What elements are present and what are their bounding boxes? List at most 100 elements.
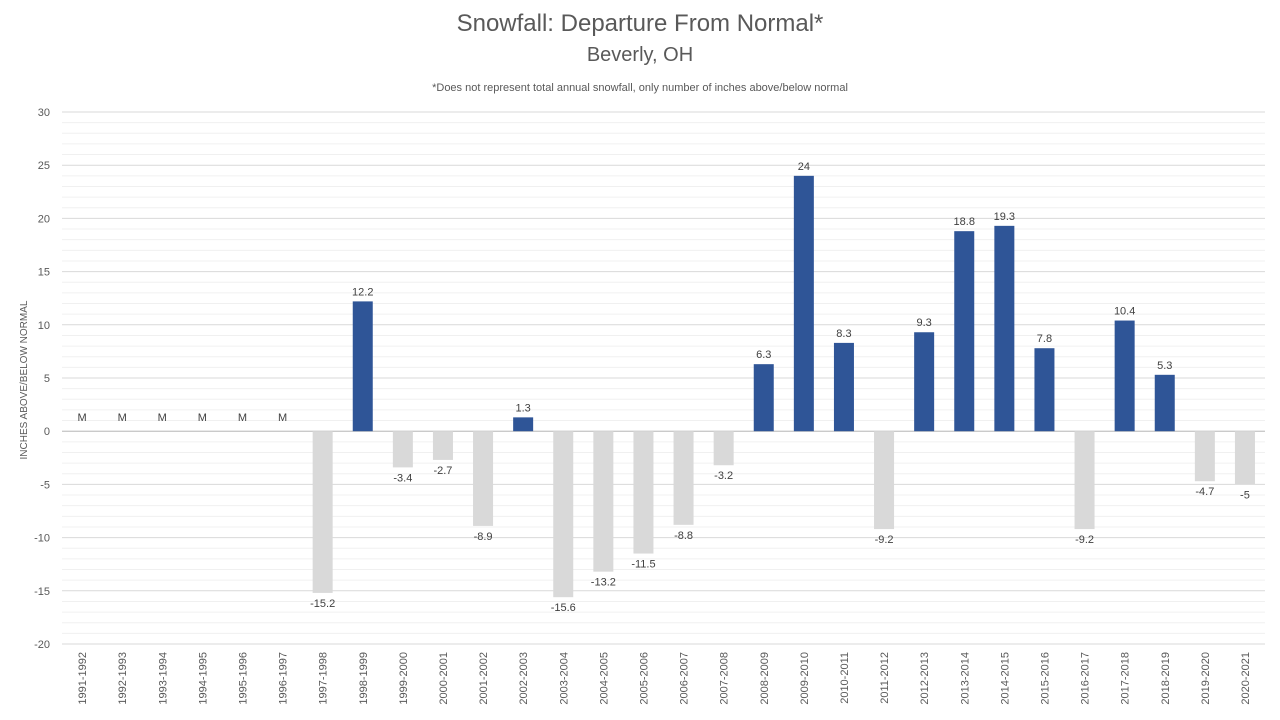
x-tick-label: 1995-1996 (237, 652, 249, 705)
data-label: -2.7 (433, 465, 452, 477)
y-axis-ticks: 30 25 20 15 10 5 0 -5 -10 -15 -20 (34, 107, 50, 651)
data-label: -3.4 (393, 472, 412, 484)
bar (1154, 374, 1175, 432)
bar (392, 431, 413, 468)
x-tick-label: 1998-1999 (358, 652, 370, 705)
data-label: -5 (1240, 489, 1250, 501)
bar (473, 431, 494, 526)
x-tick-label: 2005-2006 (638, 652, 650, 705)
data-label: 9.3 (917, 317, 932, 329)
x-tick-label: 1992-1993 (117, 652, 129, 705)
data-label: 12.2 (352, 286, 373, 298)
x-tick-label: 1999-2000 (398, 652, 410, 705)
y-tick-label: 15 (38, 267, 50, 279)
bar (513, 417, 534, 432)
bar (673, 431, 694, 525)
data-label: 6.3 (756, 349, 771, 361)
x-tick-label: 2001-2002 (478, 652, 490, 705)
data-label: 1.3 (516, 402, 531, 414)
data-label: -3.2 (714, 470, 733, 482)
data-label: -9.2 (875, 534, 894, 546)
bar (954, 231, 975, 432)
data-label: 7.8 (1037, 333, 1052, 345)
x-tick-label: 2003-2004 (558, 652, 570, 705)
data-label: -15.6 (551, 602, 576, 614)
data-labels: M M M M M M -15.2 12.2 -3.4 -2.7 -8.9 1.3 -15.6 -13.2… (77, 161, 1249, 614)
data-label: 8.3 (836, 328, 851, 340)
x-tick-label: 2019-2020 (1200, 652, 1212, 705)
data-label: 24 (798, 161, 810, 173)
x-tick-label: 2016-2017 (1080, 652, 1092, 705)
data-label: 18.8 (954, 216, 975, 228)
x-tick-label: 1991-1992 (77, 652, 89, 705)
x-tick-label: 2008-2009 (759, 652, 771, 705)
y-tick-label: 25 (38, 160, 50, 172)
data-label: -15.2 (310, 598, 335, 610)
y-tick-label: -5 (40, 479, 50, 491)
chart-title: Snowfall: Departure From Normal* (456, 10, 824, 37)
data-label-missing: M (118, 412, 127, 424)
bar (633, 431, 654, 554)
bar (914, 332, 935, 432)
x-tick-label: 2007-2008 (719, 652, 731, 705)
x-tick-label: 2020-2021 (1240, 652, 1252, 705)
data-label: -9.2 (1075, 534, 1094, 546)
bar (1074, 431, 1095, 530)
x-tick-label: 2014-2015 (999, 652, 1011, 705)
x-tick-label: 2010-2011 (839, 652, 851, 704)
bar (1234, 431, 1255, 485)
x-tick-label: 2000-2001 (438, 652, 450, 705)
data-label-missing: M (198, 412, 207, 424)
x-tick-label: 2004-2005 (598, 652, 610, 705)
data-label: -4.7 (1195, 486, 1214, 498)
y-tick-label: -15 (34, 586, 50, 598)
y-tick-label: 0 (44, 426, 50, 438)
x-tick-label: 1996-1997 (278, 652, 290, 705)
bar (833, 342, 854, 432)
data-label: -8.8 (674, 530, 693, 542)
x-tick-label: 1994-1995 (197, 652, 209, 705)
x-tick-label: 2013-2014 (959, 652, 971, 705)
data-label-missing: M (238, 412, 247, 424)
x-tick-label: 1997-1998 (318, 652, 330, 705)
chart-note: *Does not represent total annual snowfal… (432, 82, 848, 94)
x-tick-label: 1993-1994 (157, 652, 169, 705)
bars (312, 175, 1255, 598)
bar (1194, 431, 1215, 482)
chart-subtitle: Beverly, OH (586, 44, 694, 66)
x-tick-label: 2006-2007 (679, 652, 691, 705)
x-tick-label: 2017-2018 (1120, 652, 1132, 705)
bar (553, 431, 574, 598)
x-tick-label: 2002-2003 (518, 652, 530, 705)
gridlines (62, 111, 1265, 645)
data-label-missing: M (77, 412, 86, 424)
data-label: 5.3 (1157, 360, 1172, 372)
data-label: 10.4 (1114, 306, 1135, 318)
data-label-missing: M (278, 412, 287, 424)
y-axis-label: INCHES ABOVE/BELOW NORMAL (19, 300, 30, 459)
x-tick-label: 2009-2010 (799, 652, 811, 705)
y-tick-label: -20 (34, 639, 50, 651)
bar (994, 225, 1015, 432)
bar (1114, 320, 1135, 432)
x-tick-label: 2015-2016 (1039, 652, 1051, 705)
bar (1034, 348, 1055, 432)
bar (432, 431, 453, 460)
data-label: 19.3 (994, 211, 1015, 223)
data-label: -13.2 (591, 577, 616, 589)
bar (312, 431, 333, 593)
bar (352, 301, 373, 432)
bar (713, 431, 734, 466)
bar (753, 364, 774, 432)
data-label-missing: M (158, 412, 167, 424)
x-axis-ticks: 1991-1992 1992-1993 1993-1994 1994-1995 1995… (77, 652, 1252, 705)
bar (593, 431, 614, 572)
y-tick-label: 5 (44, 373, 50, 385)
data-label: -8.9 (474, 531, 493, 543)
y-tick-label: 10 (38, 320, 50, 332)
y-tick-label: 30 (38, 107, 50, 119)
x-tick-label: 2011-2012 (879, 652, 891, 704)
x-tick-label: 2012-2013 (919, 652, 931, 705)
bar (793, 175, 814, 432)
